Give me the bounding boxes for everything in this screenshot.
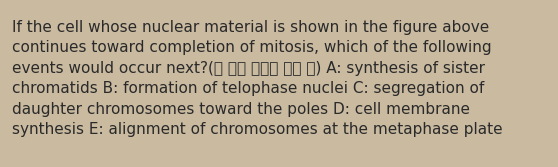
Text: If the cell whose nuclear material is shown in the figure above
continues toward: If the cell whose nuclear material is sh…: [12, 20, 503, 137]
